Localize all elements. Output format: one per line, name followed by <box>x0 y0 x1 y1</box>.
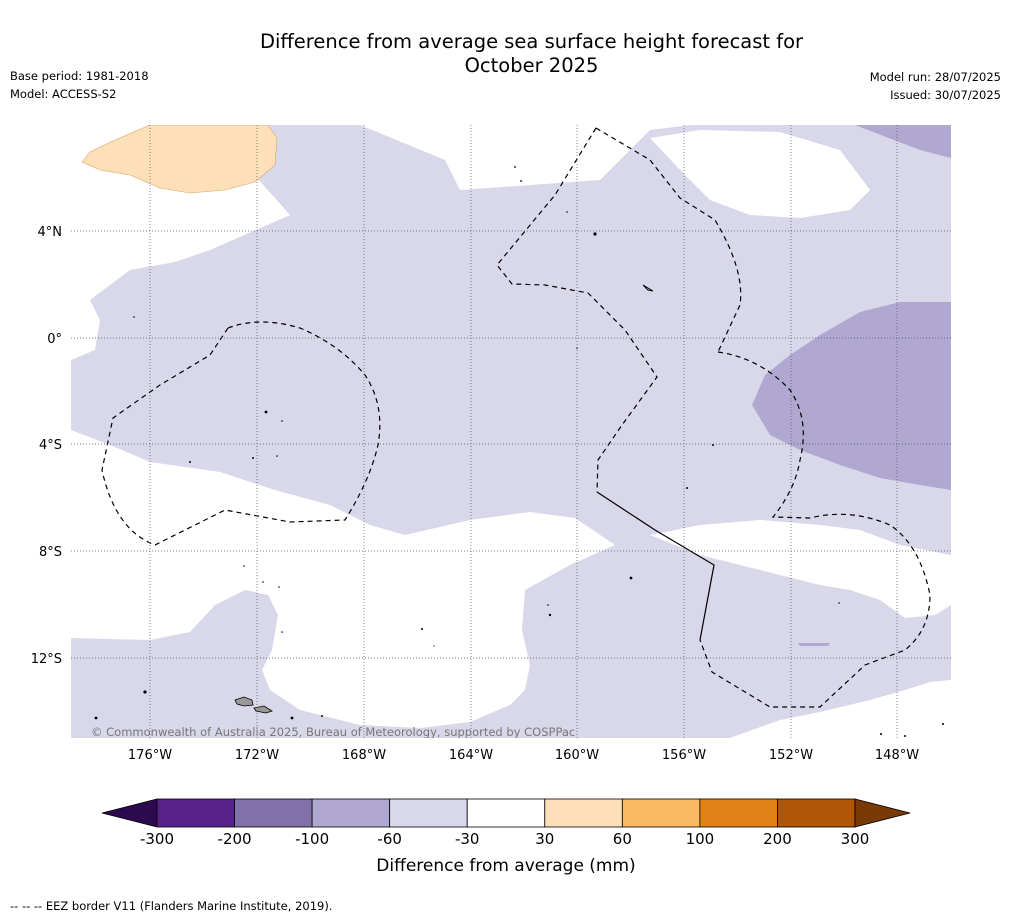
lat-label-12s: 12°S <box>31 652 62 667</box>
colorbar: -300 -200 -100 -60 -30 30 60 100 200 300 Differen… <box>101 798 911 876</box>
colorbar-tick-label: 300 <box>841 830 870 848</box>
lon-label-156w: 156°W <box>662 748 706 763</box>
colorbar-segments <box>156 798 856 828</box>
colorbar-segment <box>156 798 235 828</box>
colorbar-segment <box>544 798 623 828</box>
lon-label-168w: 168°W <box>342 748 386 763</box>
colorbar-tick-label: 30 <box>535 830 554 848</box>
colorbar-arrow-low <box>101 798 158 828</box>
anomaly-region-mid-purple-northeast <box>855 125 951 158</box>
lon-label-176w: 176°W <box>128 748 172 763</box>
lat-label-4s: 4°S <box>39 438 62 453</box>
lon-label-152w: 152°W <box>769 748 813 763</box>
colorbar-tick-label: 100 <box>686 830 715 848</box>
small-island-mid-purple <box>798 643 830 646</box>
colorbar-segment <box>389 798 468 828</box>
maritime-boundary-solid <box>596 491 715 641</box>
metadata-left: Base period: 1981-2018 Model: ACCESS-S2 <box>10 67 149 103</box>
eez-boundary-central <box>595 127 742 353</box>
eez-boundary-east <box>699 351 931 708</box>
latitude-labels: 4°N 0° 4°S 8°S 12°S <box>31 225 62 667</box>
colorbar-tick-label: -30 <box>455 830 480 848</box>
base-period-text: Base period: 1981-2018 <box>10 69 149 83</box>
colorbar-tick-label: 60 <box>613 830 632 848</box>
colorbar-tick-label: -300 <box>140 830 174 848</box>
colorbar-tick-labels: -300 -200 -100 -60 -30 30 60 100 200 300 <box>140 830 869 848</box>
longitude-labels: 176°W 172°W 168°W 164°W 160°W 156°W 152°… <box>128 748 919 763</box>
lon-label-164w: 164°W <box>449 748 493 763</box>
colorbar-tick-label: -60 <box>377 830 402 848</box>
eez-boundaries <box>101 127 931 708</box>
colorbar-tick-label: -200 <box>218 830 252 848</box>
colorbar-segment <box>234 798 313 828</box>
colorbar-segment <box>466 798 546 828</box>
colorbar-segment <box>699 798 778 828</box>
anomaly-region-light-orange-northwest <box>81 125 278 194</box>
eez-boundary-west <box>101 321 381 546</box>
anomaly-region-white-north <box>650 130 870 218</box>
lon-label-160w: 160°W <box>555 748 599 763</box>
map-title: Difference from average sea surface heig… <box>200 30 863 78</box>
colorbar-title: Difference from average (mm) <box>376 856 635 876</box>
copyright-text: © Commonwealth of Australia 2025, Bureau… <box>91 725 575 739</box>
model-run-text: Model run: 28/07/2025 <box>869 70 1001 84</box>
colorbar-arrow-high <box>854 798 911 828</box>
graticule <box>71 125 951 738</box>
map-title-line-1: Difference from average sea surface heig… <box>259 30 804 53</box>
lon-label-148w: 148°W <box>875 748 919 763</box>
lon-label-172w: 172°W <box>235 748 279 763</box>
colorbar-segment <box>311 798 391 828</box>
colorbar-segment <box>621 798 701 828</box>
map-plot-area: © Commonwealth of Australia 2025, Bureau… <box>71 125 951 739</box>
island-northern <box>642 284 654 292</box>
island-samoa-large <box>234 696 254 707</box>
anomaly-region-light-purple-main <box>71 125 951 555</box>
model-text: Model: ACCESS-S2 <box>10 87 117 101</box>
small-island-dots <box>94 166 944 737</box>
eez-boundary-central-west <box>496 127 658 493</box>
metadata-right: Model run: 28/07/2025 Issued: 30/07/2025 <box>870 68 1001 104</box>
island-samoa-small <box>253 705 273 714</box>
anomaly-region-light-purple-south <box>71 535 951 738</box>
lat-label-8s: 8°S <box>39 545 62 560</box>
lat-label-0: 0° <box>47 332 62 347</box>
colorbar-tick-label: 200 <box>763 830 792 848</box>
colorbar-segment <box>777 798 856 828</box>
colorbar-tick-label: -100 <box>295 830 329 848</box>
eez-legend-note: -- -- -- EEZ border V11 (Flanders Marine… <box>10 899 333 913</box>
anomaly-region-mid-purple-east <box>752 302 951 490</box>
map-title-line-2: October 2025 <box>464 54 599 77</box>
issued-text: Issued: 30/07/2025 <box>890 88 1001 102</box>
lat-label-4n: 4°N <box>38 225 63 240</box>
